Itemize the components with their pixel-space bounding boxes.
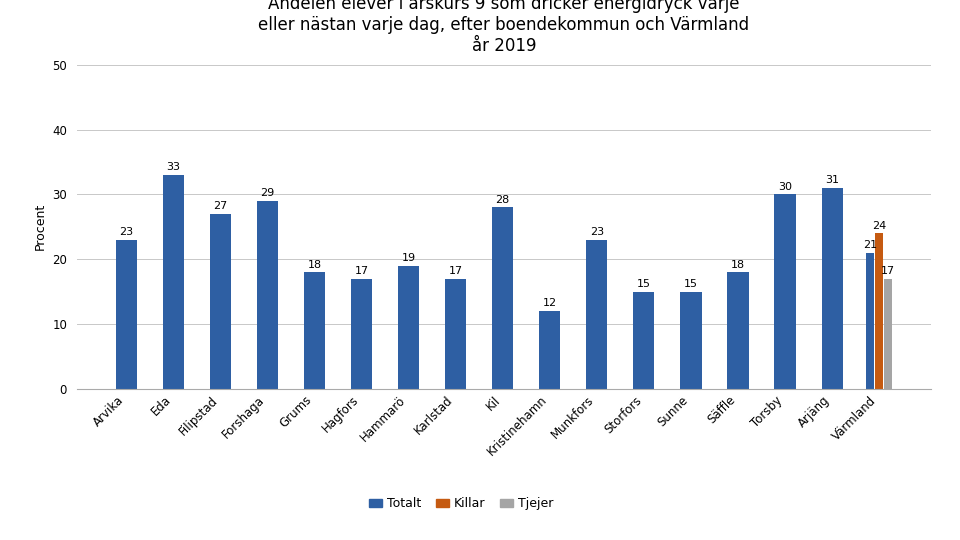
Text: 29: 29 [260,188,275,198]
Bar [540,311,561,389]
Bar [351,279,372,389]
Text: 17: 17 [881,266,895,276]
Text: 18: 18 [731,260,745,269]
Text: 28: 28 [495,195,510,205]
Bar [866,253,875,389]
Text: 17: 17 [448,266,463,276]
Text: 15: 15 [684,279,698,289]
Text: 18: 18 [307,260,322,269]
Legend: Totalt, Killar, Tjejer: Totalt, Killar, Tjejer [365,492,558,515]
Text: 24: 24 [872,221,886,231]
Bar [115,240,137,389]
Bar [398,266,420,389]
Text: 23: 23 [589,227,604,237]
Text: 17: 17 [354,266,369,276]
Text: 12: 12 [542,299,557,308]
Bar [728,272,749,389]
Bar [304,272,325,389]
Bar [681,292,702,389]
Text: 21: 21 [863,240,877,250]
Bar [209,214,231,389]
Text: 33: 33 [166,163,180,172]
Text: 15: 15 [636,279,651,289]
Title: Andelen elever i årskurs 9 som dricker energidryck varje
eller nästan varje dag,: Andelen elever i årskurs 9 som dricker e… [258,0,750,55]
Text: 31: 31 [826,176,839,185]
Bar [884,279,893,389]
Bar [587,240,608,389]
Bar [634,292,655,389]
Text: 27: 27 [213,201,228,211]
Y-axis label: Procent: Procent [34,203,47,251]
Bar [875,233,883,389]
Bar [445,279,467,389]
Text: 23: 23 [119,227,133,237]
Bar [162,175,184,389]
Text: 19: 19 [401,253,416,263]
Bar [775,194,796,389]
Bar [257,201,278,389]
Bar [822,188,843,389]
Bar [492,207,514,389]
Text: 30: 30 [778,182,792,192]
